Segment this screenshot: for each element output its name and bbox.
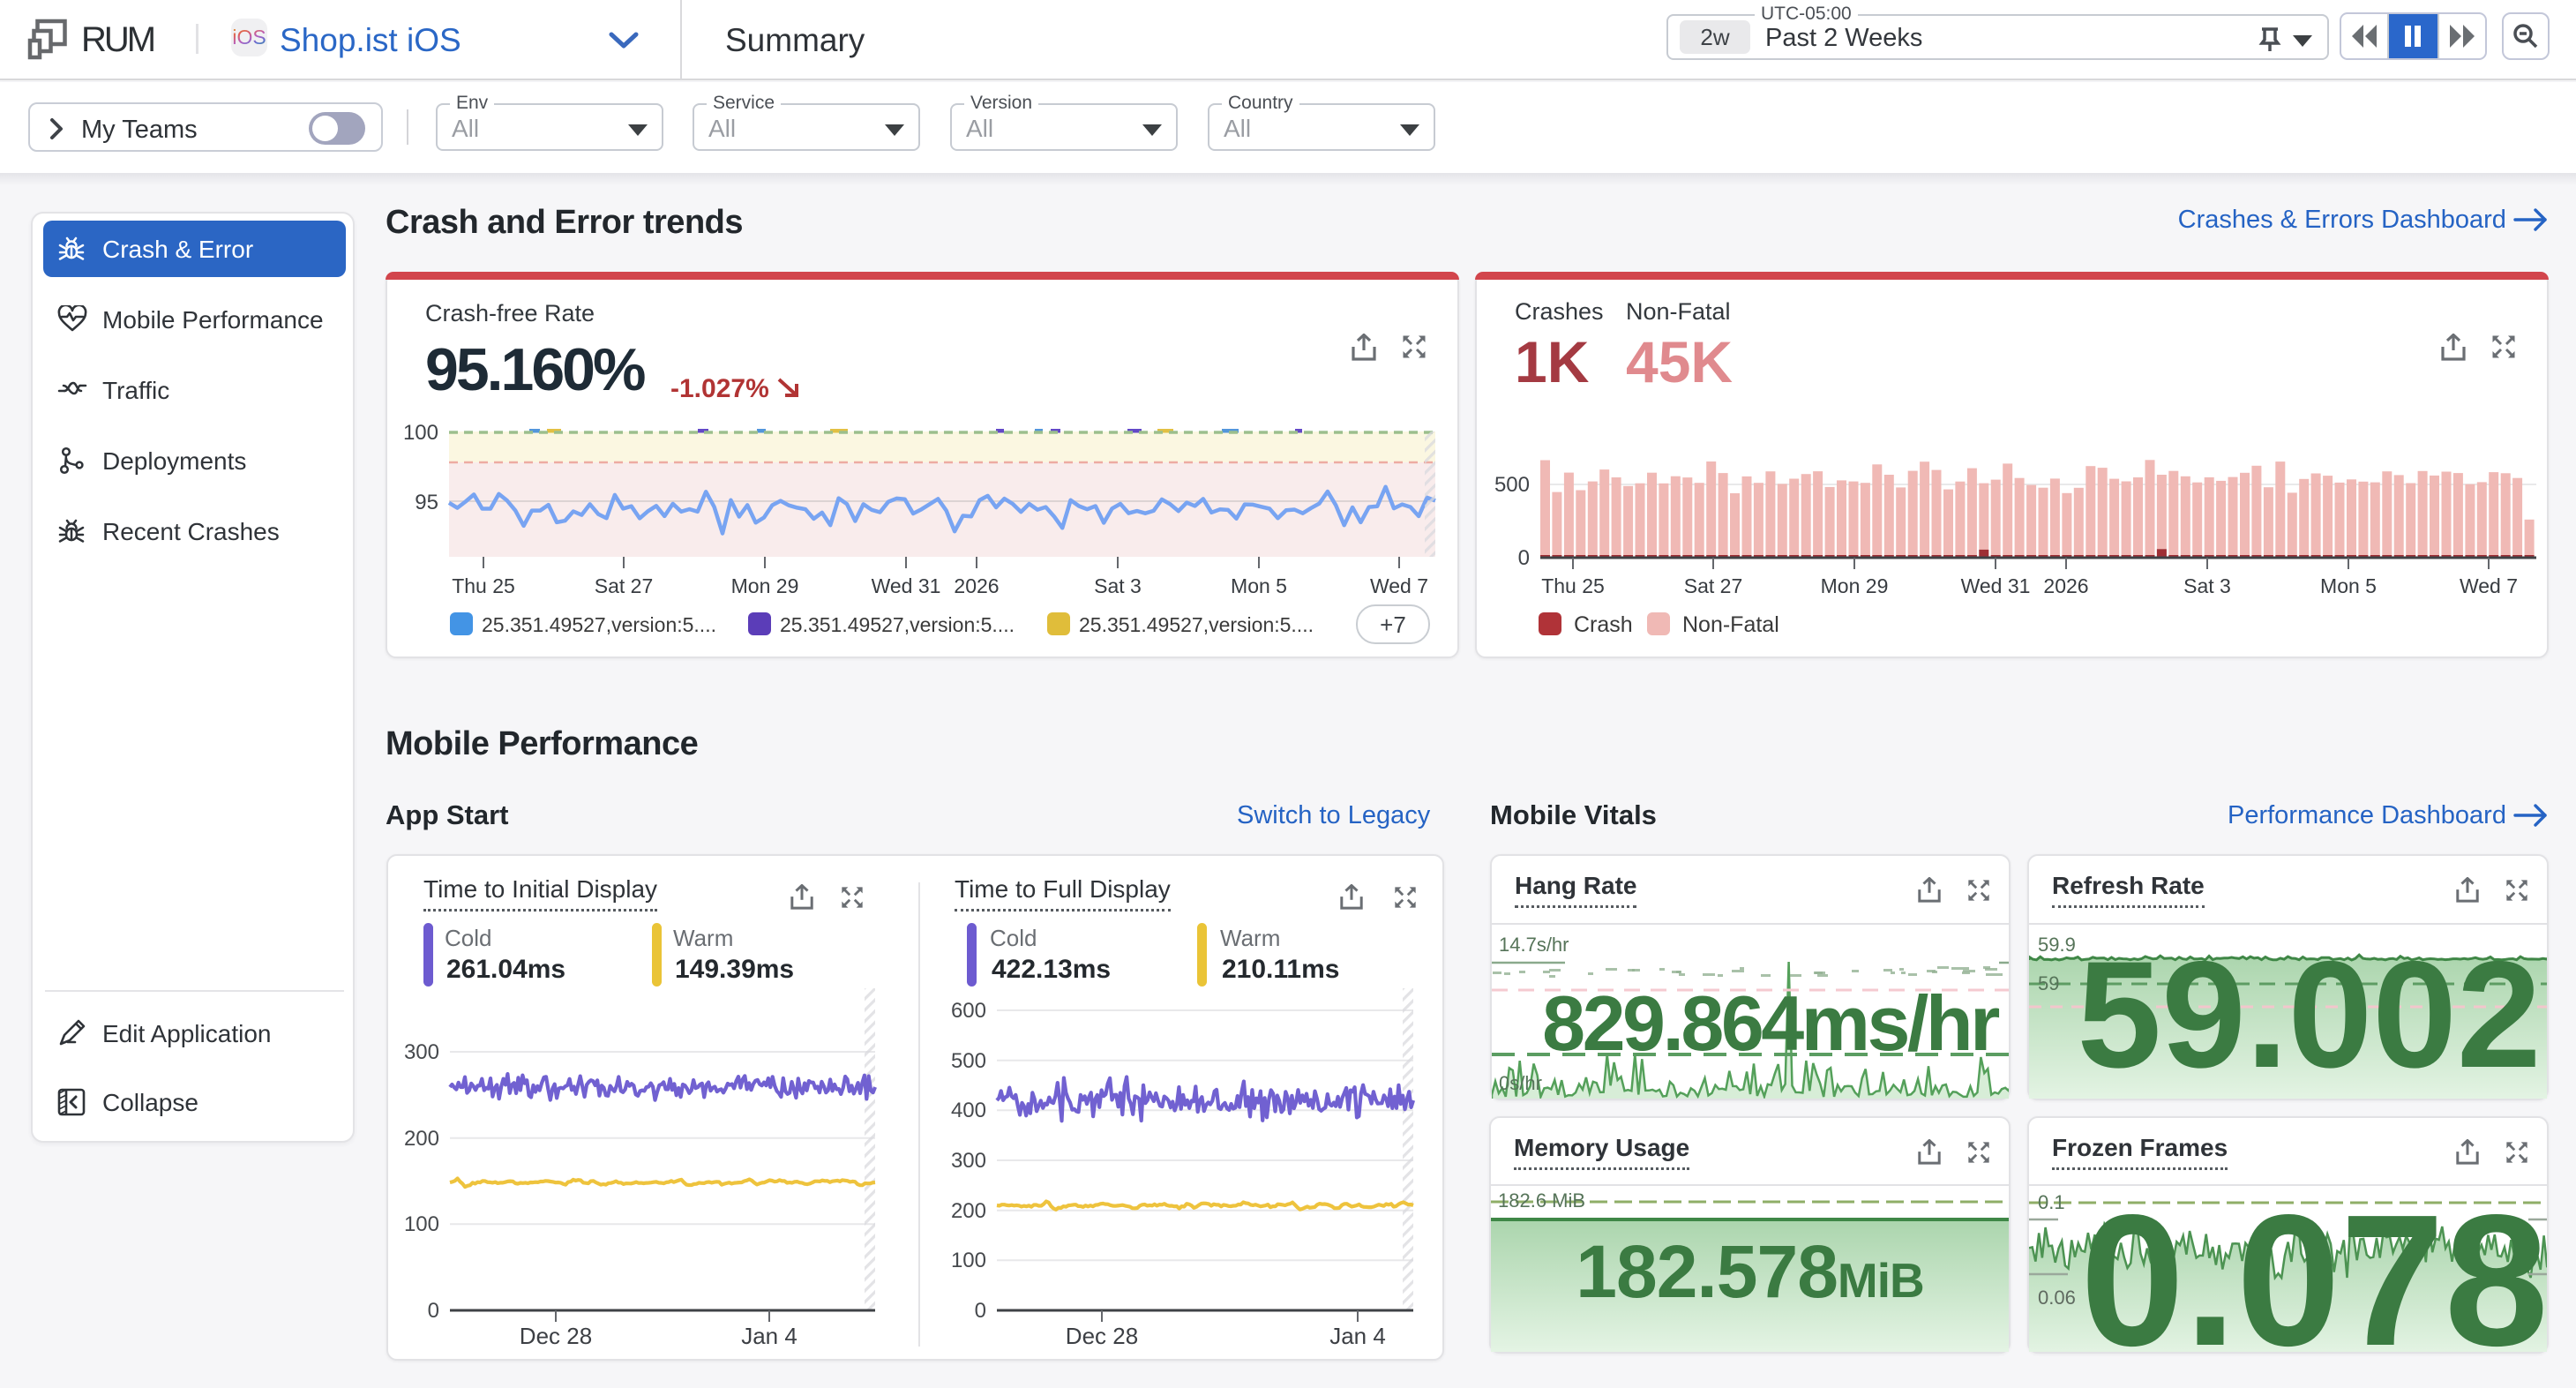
svg-text:Jan 4: Jan 4 [741, 1323, 798, 1349]
svg-text:Mon 5: Mon 5 [1231, 574, 1287, 597]
svg-text:0: 0 [428, 1299, 439, 1323]
svg-text:25.351.49527,version:5....: 25.351.49527,version:5.... [780, 613, 1015, 636]
svg-text:Sat 3: Sat 3 [2183, 574, 2231, 597]
svg-text:Mon 29: Mon 29 [731, 574, 799, 597]
svg-text:Wed 31: Wed 31 [872, 574, 941, 597]
svg-text:100: 100 [951, 1249, 986, 1272]
svg-text:400: 400 [951, 1099, 986, 1122]
svg-text:200: 200 [951, 1199, 986, 1223]
svg-text:Dec 28: Dec 28 [520, 1323, 592, 1349]
svg-text:2026: 2026 [2043, 574, 2088, 597]
svg-text:300: 300 [951, 1149, 986, 1173]
svg-text:Non-Fatal: Non-Fatal [1682, 612, 1779, 637]
svg-text:Dec 28: Dec 28 [1066, 1323, 1138, 1349]
svg-text:500: 500 [1494, 473, 1530, 497]
svg-text:Thu 25: Thu 25 [452, 574, 515, 597]
svg-text:Sat 27: Sat 27 [595, 574, 654, 597]
svg-text:600: 600 [951, 999, 986, 1023]
svg-text:Sat 3: Sat 3 [1094, 574, 1142, 597]
svg-text:Wed 7: Wed 7 [2460, 574, 2518, 597]
svg-text:Crash: Crash [1574, 612, 1633, 637]
svg-text:300: 300 [404, 1040, 439, 1064]
svg-text:2026: 2026 [954, 574, 999, 597]
svg-text:25.351.49527,version:5....: 25.351.49527,version:5.... [1079, 613, 1314, 636]
svg-text:Wed 31: Wed 31 [1961, 574, 2031, 597]
svg-text:Jan 4: Jan 4 [1329, 1323, 1386, 1349]
svg-text:100: 100 [404, 1212, 439, 1236]
svg-text:100: 100 [403, 421, 438, 445]
svg-text:0: 0 [1518, 546, 1530, 570]
svg-text:Sat 27: Sat 27 [1684, 574, 1743, 597]
svg-text:500: 500 [951, 1049, 986, 1073]
svg-text:25.351.49527,version:5....: 25.351.49527,version:5.... [482, 613, 716, 636]
svg-text:Thu 25: Thu 25 [1541, 574, 1605, 597]
svg-text:0: 0 [975, 1299, 986, 1323]
svg-text:Mon 29: Mon 29 [1821, 574, 1889, 597]
svg-text:Wed 7: Wed 7 [1370, 574, 1428, 597]
svg-text:Mon 5: Mon 5 [2320, 574, 2377, 597]
svg-text:+7: +7 [1380, 611, 1406, 638]
svg-text:95: 95 [415, 491, 438, 514]
svg-text:200: 200 [404, 1127, 439, 1151]
